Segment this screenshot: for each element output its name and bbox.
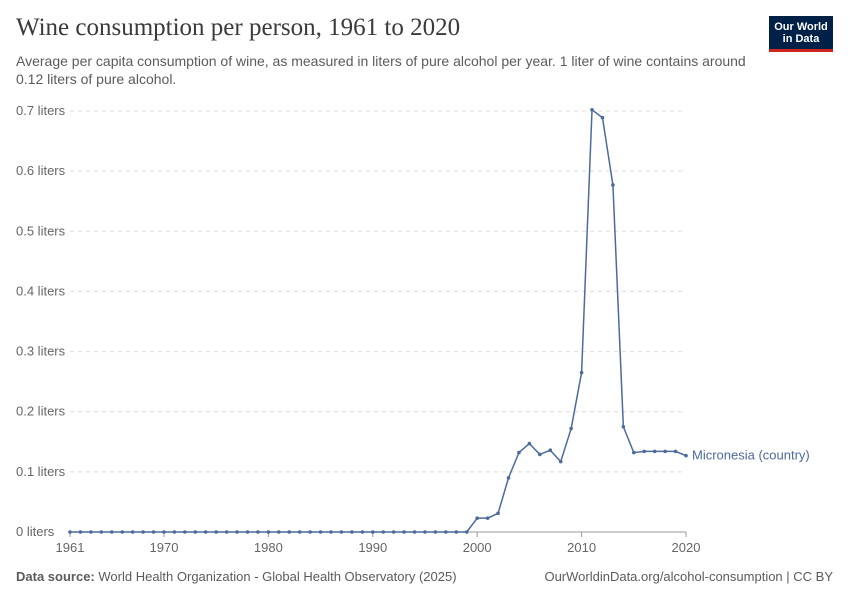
data-point [558,459,563,464]
data-point [339,530,344,534]
data-point [444,530,448,534]
x-tick-label: 2020 [672,540,701,555]
data-point [172,530,177,534]
x-tick-label: 1980 [254,540,283,555]
data-point [423,530,427,534]
data-point [485,516,490,520]
data-point [266,530,271,534]
data-point [642,449,647,454]
data-point [402,530,406,534]
data-point [412,530,417,534]
data-point [89,530,93,534]
data-point [214,530,218,534]
data-point [162,530,166,534]
data-point [297,530,302,534]
data-point [475,516,479,520]
data-point [78,530,83,534]
footer-url[interactable]: OurWorldinData.org/alcohol-consumption |… [544,569,833,584]
data-point [109,530,114,534]
chart-title: Wine consumption per person, 1961 to 202… [16,14,461,41]
data-point [308,530,312,534]
data-point [203,530,208,534]
data-point [120,530,125,534]
data-point [360,530,365,534]
data-point [224,530,229,534]
data-point [277,530,281,534]
x-tick-label: 1970 [150,540,179,555]
y-tick-label: 0.6 liters [16,163,66,178]
data-point [496,511,500,516]
footer-source: Data source: World Health Organization -… [16,569,457,584]
owid-logo[interactable]: Our World in Data [769,16,833,52]
data-point [527,441,532,446]
data-point [381,530,386,534]
logo-line-1: Our World [774,21,828,33]
data-point [631,450,636,455]
y-tick-label: 0.3 liters [16,344,66,359]
data-point [652,449,657,454]
data-point [506,476,511,480]
data-point [193,530,198,534]
data-point [183,530,187,534]
y-tick-label: 0.5 liters [16,223,66,238]
data-point [621,424,626,429]
source-label: Data source: [16,569,95,584]
y-tick-label: 0 liters [16,524,55,539]
data-point [600,115,605,120]
data-point [318,530,323,534]
chart-subtitle: Average per capita consumption of wine, … [16,53,746,87]
data-point [548,448,553,453]
data-point [673,449,678,454]
data-point [245,530,250,534]
data-point [151,530,156,534]
data-point [287,530,292,534]
logo-line-2: in Data [782,33,820,45]
series-label: Micronesia (country) [692,448,810,463]
data-point [99,530,104,534]
series-line [70,109,687,533]
data-point [130,530,135,534]
y-tick-label: 0.2 liters [16,404,66,419]
data-point [663,449,667,454]
x-tick-label: 2010 [567,540,596,555]
data-point [517,450,521,455]
y-tick-label: 0.7 liters [16,103,66,118]
data-point [579,370,584,375]
x-tick-label: 2000 [463,540,492,555]
data-point [370,530,375,534]
data-point [433,530,438,534]
data-point [464,530,469,534]
x-tick-label: 1961 [56,540,85,555]
data-point [454,530,459,534]
source-link[interactable]: World Health Organization - Global Healt… [98,569,457,584]
data-point [141,530,145,534]
data-point [256,530,260,534]
data-point [569,426,573,431]
data-point [68,530,72,534]
data-point [590,107,594,112]
y-tick-label: 0.4 liters [16,283,66,298]
data-point [611,183,615,187]
y-tick-label: 0.1 liters [16,464,66,479]
data-point [350,530,354,534]
data-point [329,530,333,534]
x-tick-label: 1990 [358,540,387,555]
data-point [538,452,542,457]
data-point [684,453,688,458]
data-point [391,530,396,534]
data-point [235,530,239,534]
